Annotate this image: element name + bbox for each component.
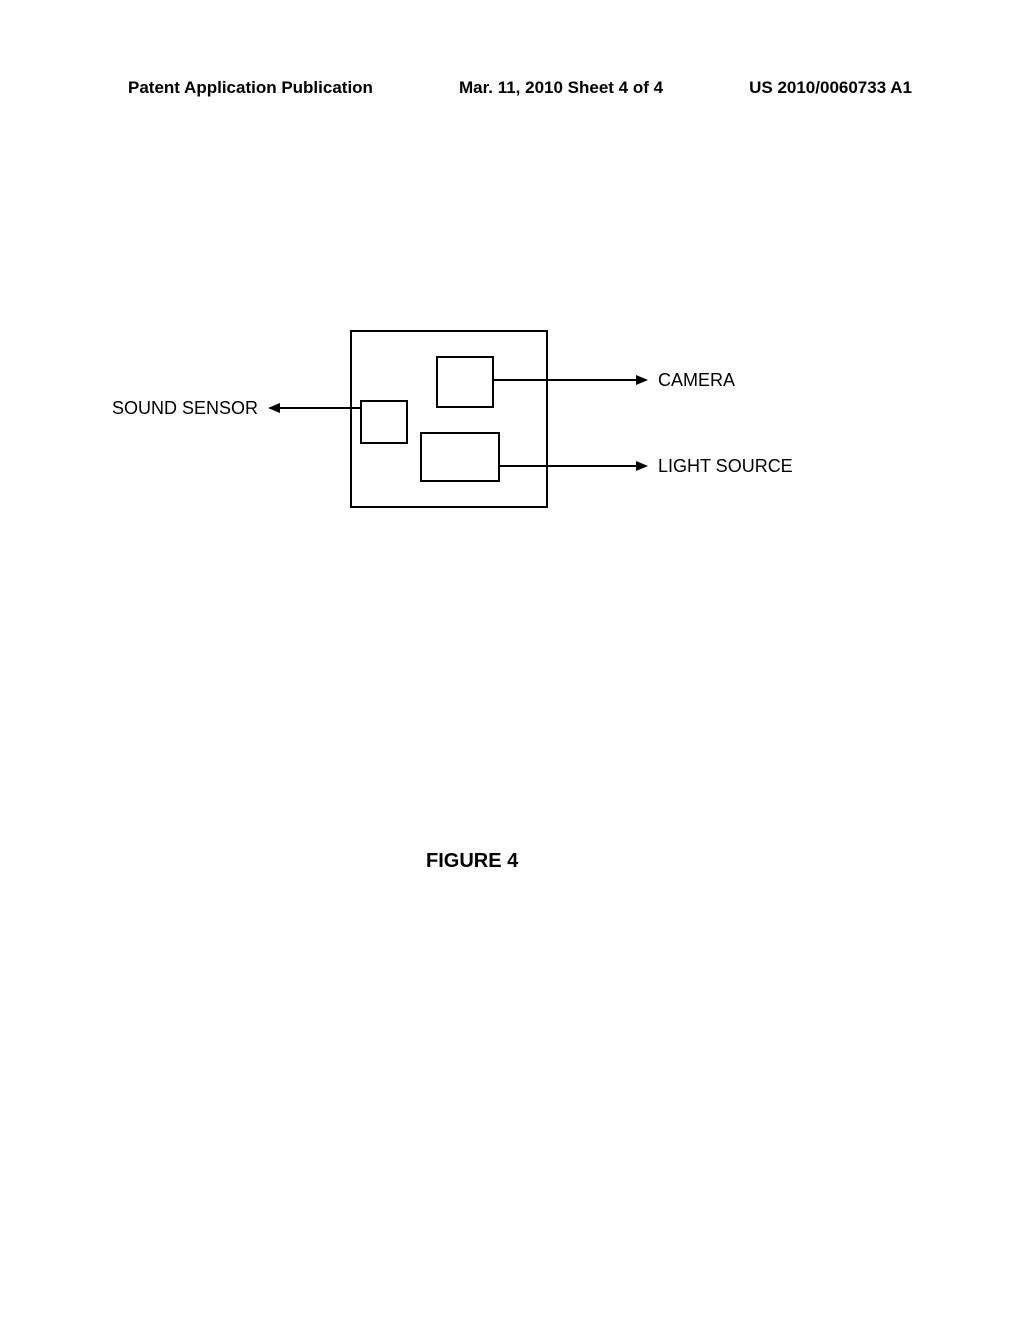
light-source-arrow-head: [636, 461, 648, 471]
sound-sensor-label: SOUND SENSOR: [112, 398, 258, 419]
light-source-label: LIGHT SOURCE: [658, 456, 793, 477]
header-publication: Patent Application Publication: [128, 78, 373, 98]
sound-sensor-arrow-head: [268, 403, 280, 413]
camera-arrow-head: [636, 375, 648, 385]
sound-sensor-box: [360, 400, 408, 444]
camera-arrow-line: [494, 379, 636, 381]
light-source-box: [420, 432, 500, 482]
figure-caption: FIGURE 4: [426, 850, 518, 873]
page-header: Patent Application Publication Mar. 11, …: [0, 78, 1024, 98]
header-patent-number: US 2010/0060733 A1: [749, 78, 912, 98]
light-source-arrow-line: [500, 465, 636, 467]
camera-label: CAMERA: [658, 370, 735, 391]
camera-box: [436, 356, 494, 408]
diagram: SOUND SENSOR CAMERA LIGHT SOURCE: [0, 330, 1024, 730]
header-date-sheet: Mar. 11, 2010 Sheet 4 of 4: [459, 78, 663, 98]
sound-sensor-arrow-line: [280, 407, 360, 409]
